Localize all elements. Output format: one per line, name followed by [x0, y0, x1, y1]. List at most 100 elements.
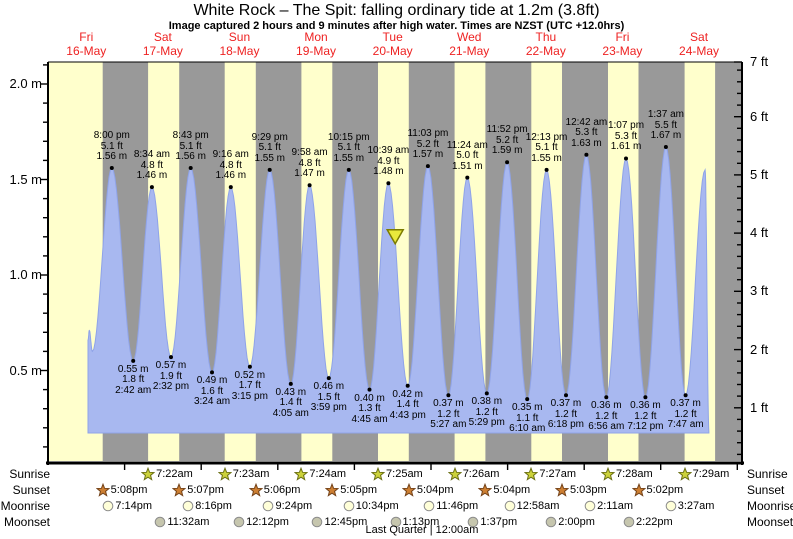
y-axis-label-left: 1.0 m: [9, 267, 42, 282]
annotation-line: 10:39 am: [367, 145, 410, 157]
y-axis-label-right: 2 ft: [750, 341, 769, 357]
annotation-line: 1.2 ft: [437, 408, 460, 420]
page-subtitle: Image captured 2 hours and 9 minutes aft…: [168, 20, 625, 32]
annotation-line: 5.3 ft: [575, 127, 598, 139]
annotation-line: 12:13 pm: [525, 131, 568, 143]
annotation-line: 4.8 ft: [140, 159, 164, 171]
annotation-low: 0.37 m 1.2 ft 5:27 am: [415, 399, 481, 431]
sunrise-entry: 7:22am: [141, 467, 193, 481]
low-tide-dot: [643, 395, 648, 400]
moonrise-entry: 12:58am: [504, 499, 559, 513]
annotation-line: 0.38 m: [471, 396, 503, 408]
moonset-entry: 2:22pm: [623, 515, 673, 529]
annotation-low: 0.36 m 1.2 ft 7:12 pm: [612, 401, 678, 433]
astro-row-label-left-sunrise: Sunrise: [9, 467, 50, 481]
annotation-line: 0.49 m: [196, 375, 228, 387]
low-tide-dot: [210, 370, 214, 375]
low-tide-dot: [604, 395, 609, 400]
day-name: Tue: [382, 30, 403, 44]
moonset-entry: 1:37pm: [467, 515, 517, 529]
sunset-time: 5:05pm: [340, 484, 377, 496]
annotation-low: 0.35 m 1.1 ft 6:10 am: [494, 403, 560, 435]
moonset-entry: 12:45pm: [311, 515, 367, 529]
moonrise-time: 7:14pm: [115, 500, 153, 512]
sunrise-time: 7:29am: [692, 468, 730, 480]
low-tide-dot: [405, 383, 410, 388]
annotation-line: 2:32 pm: [152, 381, 190, 393]
annotation-line: 1.55 m: [333, 152, 365, 164]
annotation-line: 1.46 m: [136, 170, 168, 182]
moonrise-time: 2:11am: [597, 500, 633, 512]
annotation-line: 1.2 ft: [634, 410, 657, 422]
annotation-line: 11:24 am: [446, 139, 488, 151]
annotation-line: 1.2 ft: [554, 408, 578, 420]
day-name: Fri: [79, 30, 94, 44]
day-label: Fri 16-May: [51, 30, 121, 58]
annotation-low: 0.40 m 1.3 ft 4:45 am: [337, 393, 403, 426]
sunset-time: 5:06pm: [263, 484, 301, 496]
sunrise-icon: [524, 467, 539, 481]
moonset-icon: [390, 516, 401, 528]
annotation-line: 1.48 m: [373, 166, 404, 178]
annotation-line: 5.1 ft: [100, 140, 123, 152]
high-tide-dot: [425, 164, 430, 169]
sunset-entry: 5:05pm: [325, 483, 377, 497]
sunset-time: 5:02pm: [646, 484, 684, 496]
annotation-high: 9:29 pm 5.1 ft 1.55 m: [237, 132, 303, 165]
annotation-high: 10:39 am 4.9 ft 1.48 m: [355, 146, 421, 178]
annotation-line: 1.8 ft: [122, 374, 145, 386]
day-name: Sun: [228, 30, 251, 44]
high-tide-dot: [386, 181, 391, 186]
annotation-line: 5:27 am: [430, 419, 467, 431]
annotation-line: 1.1 ft: [516, 412, 539, 424]
annotation-high: 9:58 am 4.8 ft 1.47 m: [277, 148, 343, 180]
annotation-line: 10:15 pm: [327, 131, 370, 143]
day-date: 24-May: [679, 44, 720, 58]
annotation-line: 1.46 m: [215, 170, 247, 182]
annotation-low: 0.52 m 1.7 ft 3:15 pm: [217, 370, 283, 403]
annotation-high: 11:52 pm 5.2 ft 1.59 m: [474, 125, 540, 157]
annotation-line: 7:12 pm: [627, 421, 664, 433]
annotation-line: 1.57 m: [412, 149, 444, 161]
moonrise-icon: [343, 500, 355, 512]
annotation-line: 9:58 am: [291, 147, 328, 159]
y-axis-label-right: 3 ft: [750, 283, 769, 299]
annotation-low: 0.37 m 1.2 ft 6:18 pm: [533, 399, 599, 431]
sunset-entry: 5:06pm: [248, 483, 301, 497]
day-name: Sat: [690, 30, 709, 44]
y-axis-label-right: 7 ft: [750, 54, 769, 69]
annotation-line: 0.57 m: [155, 360, 187, 372]
annotation-line: 5.1 ft: [258, 142, 281, 154]
moonset-icon: [155, 516, 166, 528]
annotation-line: 1.9 ft: [159, 370, 183, 382]
low-tide-dot: [367, 387, 372, 392]
moonset-time: 1:37pm: [480, 516, 518, 528]
sunrise-entry: 7:25am: [371, 467, 423, 481]
annotation-line: 1.61 m: [610, 141, 642, 153]
sunset-icon: [631, 483, 646, 497]
annotation-line: 4.9 ft: [377, 155, 400, 167]
annotation-low: 0.42 m 1.4 ft 4:43 pm: [375, 388, 441, 422]
moonrise-time: 8:16pm: [195, 500, 232, 512]
moonrise-icon: [504, 500, 515, 512]
day-name: Thu: [535, 30, 557, 44]
annotation-high: 10:15 pm 5.1 ft 1.55 m: [316, 131, 382, 165]
moonrise-time: 9:24pm: [275, 500, 313, 512]
annotation-line: 11:03 pm: [407, 128, 449, 140]
moon-phase-label: Last Quarter | 12:00am: [365, 524, 479, 536]
day-label: Sun 18-May: [204, 30, 274, 58]
sunset-icon: [401, 483, 416, 497]
annotation-line: 0.42 m: [392, 388, 423, 400]
day-label: Fri 23-May: [587, 30, 657, 58]
high-tide-dot: [149, 185, 154, 190]
sunrise-time: 7:23am: [232, 468, 270, 480]
astro-row-label-left-moonrise: Moonrise: [0, 499, 50, 513]
sunrise-time: 7:26am: [462, 468, 500, 480]
sunset-icon: [325, 483, 340, 497]
moonset-time: 12:12pm: [246, 516, 289, 528]
high-tide-dot: [544, 167, 549, 172]
day-date: 20-May: [372, 44, 413, 58]
moonrise-entry: 8:16pm: [182, 499, 232, 513]
moonrise-time: 10:34pm: [355, 500, 399, 512]
